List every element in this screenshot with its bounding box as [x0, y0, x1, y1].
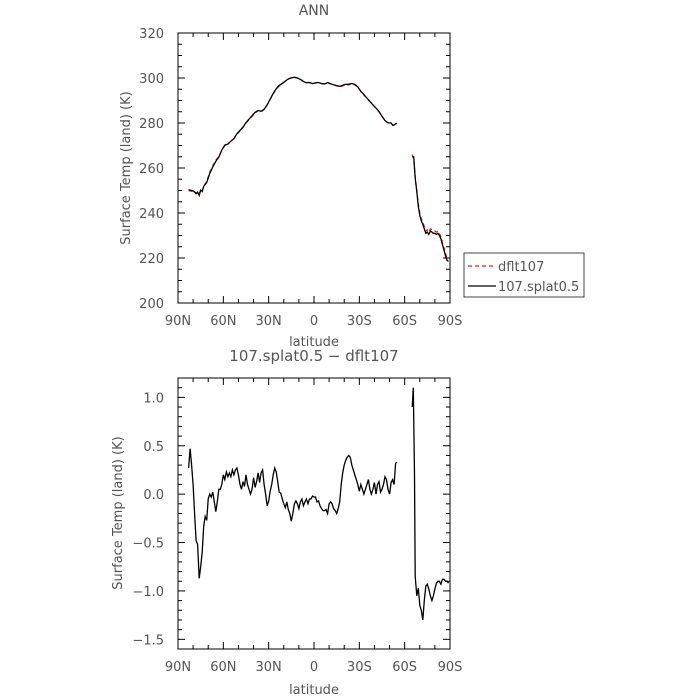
bottom-chart-title: 107.splat0.5 − dflt107 — [229, 347, 398, 365]
legend-label-splat: 107.splat0.5 — [498, 280, 579, 295]
top-chart-title: ANN — [299, 3, 330, 19]
bottom-chart-x-axis-label: latitude — [289, 683, 339, 698]
bottom-chart-y-ticks: −1.5 −1.0 −0.5 0.0 0.5 1.0 — [132, 377, 450, 650]
y-tick-label: 240 — [139, 207, 164, 222]
top-chart-y-axis-label: Surface Temp (land) (K) — [119, 91, 134, 244]
bottom-chart-panel: 107.splat0.5 − dflt107 90N 60N 30N 0 30S 60S 9… — [111, 347, 462, 698]
y-tick-label: −0.5 — [132, 537, 164, 552]
y-tick-label: 320 — [139, 27, 164, 42]
bottom-chart-x-ticks: 90N 60N 30N 0 30S 60S 90S — [165, 378, 463, 675]
y-tick-label: −1.5 — [132, 633, 164, 648]
legend: dflt107 107.splat0.5 — [463, 252, 585, 298]
top-chart-x-axis-label: latitude — [289, 335, 339, 350]
series-line-1-segment-0 — [188, 76, 398, 198]
y-tick-label: 280 — [139, 117, 164, 132]
y-tick-label: 0.0 — [143, 488, 164, 503]
y-tick-label: 220 — [139, 252, 164, 267]
x-tick-label: 0 — [310, 314, 318, 329]
y-tick-label: 1.0 — [143, 391, 164, 406]
legend-label-dflt107: dflt107 — [498, 260, 544, 275]
x-tick-label: 30S — [347, 314, 372, 329]
legend-box — [463, 252, 585, 298]
x-tick-label: 60N — [210, 314, 236, 329]
top-chart-series — [188, 76, 449, 262]
x-tick-label: 30N — [256, 660, 282, 675]
series-line-0-segment-1 — [411, 387, 450, 621]
bottom-chart-plot-frame — [177, 377, 451, 650]
x-tick-label: 0 — [310, 660, 318, 675]
y-tick-label: 200 — [139, 297, 164, 312]
y-tick-label: −1.0 — [132, 585, 164, 600]
x-tick-label: 90N — [165, 660, 191, 675]
x-tick-label: 30S — [347, 660, 372, 675]
x-tick-label: 60N — [210, 660, 236, 675]
x-tick-label: 30N — [256, 314, 282, 329]
series-line-1-segment-1 — [412, 156, 449, 262]
top-chart-x-ticks: 90N 60N 30N 0 30S 60S 90S — [165, 33, 463, 329]
series-line-0-segment-0 — [188, 76, 398, 197]
y-tick-label: 0.5 — [143, 440, 164, 455]
top-chart-plot-frame — [177, 32, 451, 304]
top-chart-y-ticks: 200 220 240 260 280 300 320 — [139, 27, 450, 312]
y-tick-label: 260 — [139, 162, 164, 177]
x-tick-label: 60S — [392, 314, 417, 329]
y-tick-label: 300 — [139, 72, 164, 87]
x-tick-label: 60S — [392, 660, 417, 675]
x-tick-label: 90S — [438, 314, 463, 329]
top-chart-panel: ANN 90N 60N 30N 0 30S 60S 90S 200 220 240 260 280 3… — [119, 3, 585, 350]
series-line-0-segment-1 — [411, 154, 449, 260]
x-tick-label: 90S — [438, 660, 463, 675]
bottom-chart-series — [187, 387, 450, 621]
series-line-0-segment-0 — [187, 448, 398, 579]
x-tick-label: 90N — [165, 314, 191, 329]
bottom-chart-y-axis-label: Surface Temp (land) (K) — [111, 436, 126, 589]
